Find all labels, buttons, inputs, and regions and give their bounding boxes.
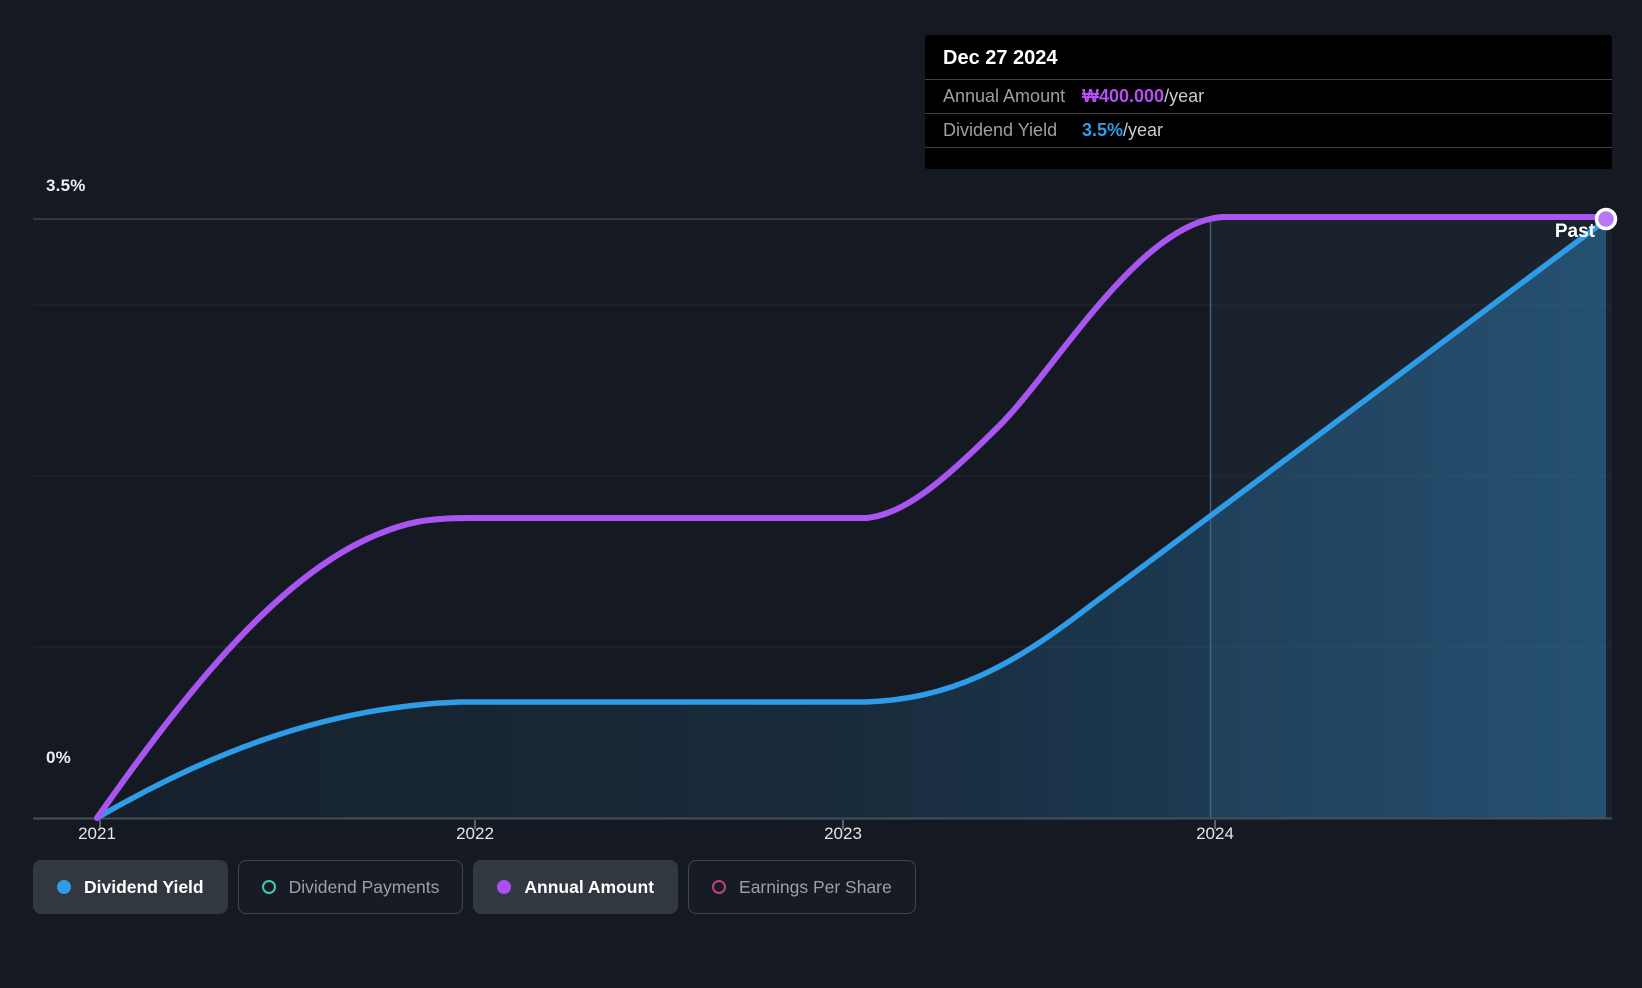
annual-amount-line[interactable]	[94, 214, 1615, 821]
tooltip-value-annual-amount: ₩400.000	[1082, 86, 1165, 106]
teal-hollow-circle-icon	[261, 880, 276, 894]
x-tick-2023: 2023	[824, 824, 862, 843]
past-label: Past	[1554, 221, 1595, 242]
x-axis	[33, 817, 1612, 829]
x-tick-2024: 2024	[1196, 824, 1234, 843]
legend-label: Dividend Payments	[288, 876, 440, 897]
endpoint-marker[interactable]	[1594, 207, 1618, 231]
y-axis-max-label: 3.5%	[46, 176, 86, 195]
dividend-yield-line[interactable]	[94, 217, 1609, 821]
tooltip-row-annual-amount: Annual Amount ₩400.000/year	[925, 79, 1612, 113]
tooltip-label: Dividend Yield	[943, 120, 1058, 140]
legend-toggle-dividend-payments[interactable]: Dividend Payments	[237, 860, 464, 914]
tooltip-label: Annual Amount	[943, 86, 1066, 106]
dividend-yield-area	[97, 219, 1606, 818]
purple-filled-dot-icon	[497, 880, 512, 894]
tooltip-suffix: /year	[1123, 120, 1164, 140]
chart-tooltip: Dec 27 2024 Annual Amount ₩400.000/year …	[925, 35, 1612, 169]
tooltip-value-dividend-yield: 3.5%	[1082, 120, 1124, 140]
legend-toggle-dividend-yield[interactable]: Dividend Yield	[33, 860, 228, 914]
y-axis-zero-label: 0%	[46, 748, 71, 767]
legend-toggle-earnings-per-share[interactable]: Earnings Per Share	[688, 860, 916, 914]
legend-toggle-annual-amount[interactable]: Annual Amount	[473, 860, 679, 914]
legend-label: Earnings Per Share	[739, 876, 892, 897]
series-legend: Dividend Yield Dividend Payments Annual …	[33, 860, 916, 914]
legend-label: Dividend Yield	[84, 876, 204, 897]
pink-hollow-circle-icon	[712, 880, 727, 894]
x-tick-2021: 2021	[78, 824, 116, 843]
x-tick-2022: 2022	[456, 824, 494, 843]
tooltip-suffix: /year	[1164, 86, 1205, 106]
legend-label: Annual Amount	[524, 876, 655, 897]
blue-filled-dot-icon	[57, 880, 71, 894]
tooltip-date: Dec 27 2024	[943, 47, 1058, 69]
tooltip-row-dividend-yield: Dividend Yield 3.5%/year	[925, 113, 1612, 148]
